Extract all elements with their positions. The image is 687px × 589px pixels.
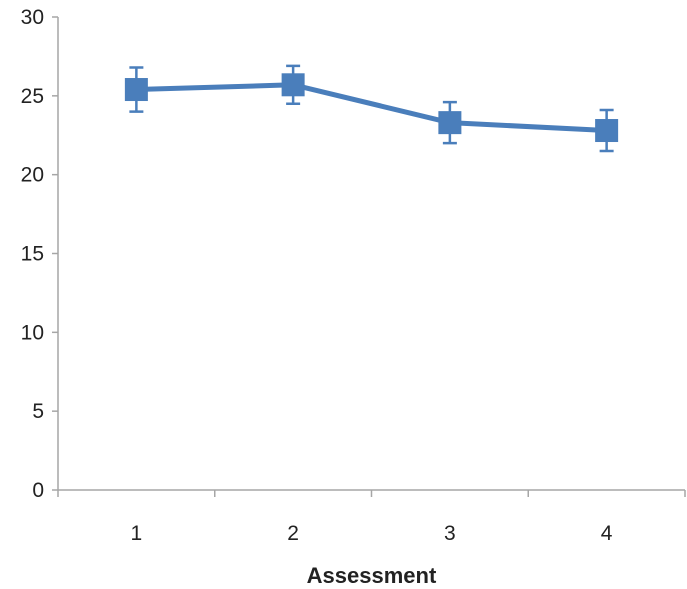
y-tick-label: 20 (21, 164, 44, 187)
series-layer (124, 64, 619, 153)
x-tick-label: 2 (287, 522, 299, 545)
data-point (124, 78, 148, 102)
data-point (595, 119, 619, 143)
data-point (281, 73, 305, 97)
x-tick-label: 3 (444, 522, 456, 545)
x-tick-label: 4 (601, 522, 613, 545)
data-point (438, 111, 462, 135)
x-axis-ticks (57, 490, 686, 497)
y-tick-label: 30 (21, 6, 44, 29)
x-tick-label: 1 (131, 522, 143, 545)
x-axis-tick-labels: 1 2 3 4 (131, 522, 613, 545)
y-axis-ticks (52, 16, 58, 491)
y-tick-label: 15 (21, 243, 44, 266)
y-tick-label: 10 (21, 321, 44, 344)
series-0 (124, 64, 619, 153)
y-tick-label: 5 (32, 400, 44, 423)
series-line (136, 82, 607, 134)
x-axis-title: Assessment (307, 563, 437, 588)
y-axis-tick-labels: 0 5 10 15 20 25 30 (21, 6, 44, 502)
y-tick-label: 0 (32, 479, 44, 502)
y-tick-label: 25 (21, 85, 44, 108)
